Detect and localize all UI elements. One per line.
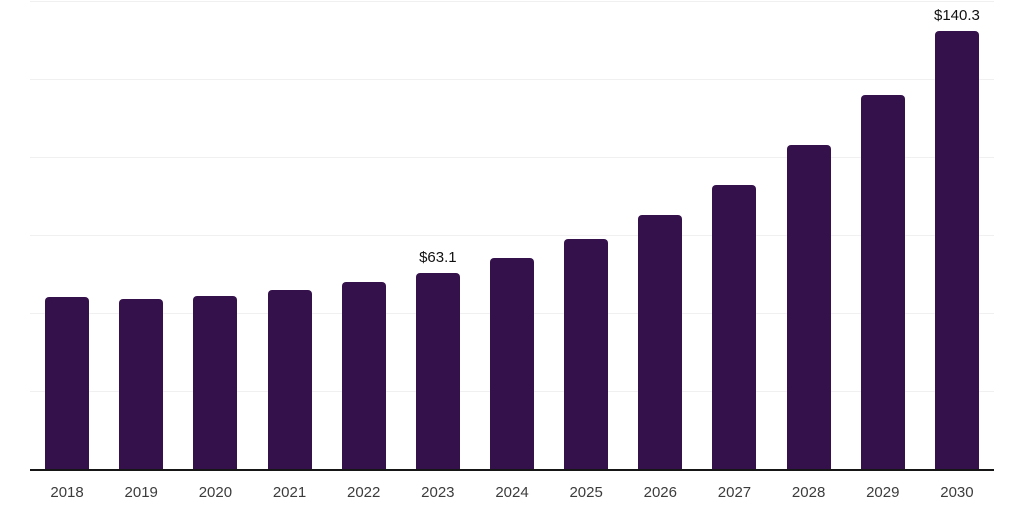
x-tick-2030: 2030 bbox=[940, 484, 974, 501]
x-tick-2027: 2027 bbox=[717, 484, 752, 501]
data-label-2023: $63.1 bbox=[419, 248, 457, 266]
x-tick-2025: 2025 bbox=[569, 484, 603, 501]
gridline-150 bbox=[30, 0, 994, 2]
gridline-75 bbox=[30, 235, 994, 236]
x-tick-2021: 2021 bbox=[272, 484, 307, 501]
bar-2029 bbox=[860, 95, 905, 470]
data-label-2030: $140.3 bbox=[933, 7, 980, 25]
x-tick-2026: 2026 bbox=[643, 484, 677, 501]
x-tick-2022: 2022 bbox=[347, 484, 381, 501]
x-tick-2019: 2019 bbox=[124, 484, 158, 501]
bar-2026 bbox=[638, 215, 683, 470]
gridline-125 bbox=[30, 78, 994, 80]
x-tick-2024: 2024 bbox=[495, 484, 529, 501]
bar-2023 bbox=[415, 272, 460, 470]
x-tick-2028: 2028 bbox=[791, 484, 826, 501]
bar-2019 bbox=[119, 298, 164, 470]
x-axis-line bbox=[30, 469, 994, 471]
bar-2030 bbox=[934, 31, 979, 470]
bar-2022 bbox=[341, 282, 386, 470]
x-tick-2029: 2029 bbox=[866, 484, 900, 501]
bar-2028 bbox=[786, 145, 831, 470]
x-tick-2018: 2018 bbox=[50, 484, 84, 501]
gridline-100 bbox=[30, 156, 994, 158]
bar-2025 bbox=[564, 239, 609, 470]
bar-2027 bbox=[712, 185, 757, 470]
bar-2021 bbox=[267, 290, 312, 470]
bar-2020 bbox=[193, 296, 238, 470]
x-tick-2023: 2023 bbox=[421, 484, 455, 501]
bar-2018 bbox=[45, 297, 90, 470]
x-tick-2020: 2020 bbox=[198, 484, 233, 501]
bar-2024 bbox=[490, 258, 534, 470]
